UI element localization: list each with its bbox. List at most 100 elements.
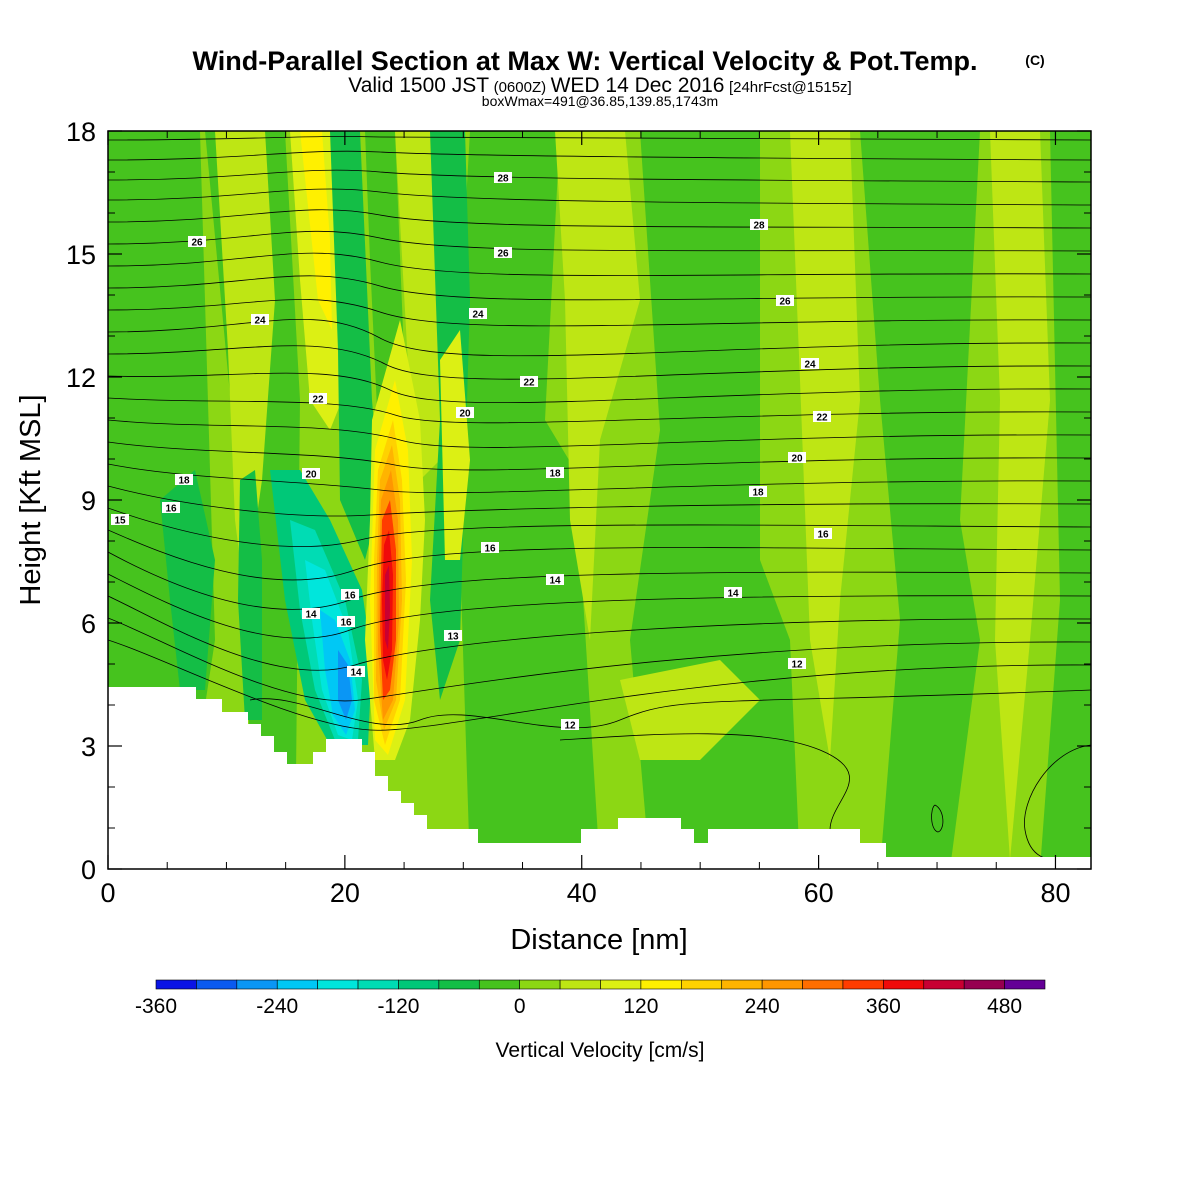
- svg-text:16: 16: [484, 544, 496, 555]
- contour-label: 16: [337, 616, 355, 629]
- svg-text:24: 24: [254, 316, 266, 327]
- velocity-band: [238, 470, 262, 720]
- contour-label: 14: [546, 574, 564, 587]
- svg-text:26: 26: [779, 297, 791, 308]
- velocity-band: [990, 131, 1050, 860]
- contour-label: 22: [813, 411, 831, 424]
- svg-text:12: 12: [791, 660, 803, 671]
- contour-label: 14: [302, 608, 320, 621]
- svg-text:15: 15: [114, 516, 126, 527]
- velocity-band: [300, 131, 332, 330]
- subtitle-fcst: [24hrFcst@1515z]: [729, 79, 852, 96]
- contour-label: 12: [561, 719, 579, 732]
- colorbar-swatch: [519, 979, 561, 990]
- colorbar-tick-label: -120: [377, 995, 419, 1018]
- colorbar-swatch: [1004, 979, 1046, 990]
- colorbar-swatch: [883, 979, 925, 990]
- svg-text:16: 16: [344, 591, 356, 602]
- velocity-band: [555, 131, 640, 640]
- colorbar-tick-label: 0: [514, 995, 526, 1018]
- svg-text:22: 22: [523, 378, 535, 389]
- colorbar-swatch: [196, 979, 238, 990]
- colorbar-swatch: [681, 979, 723, 990]
- contour-label: 16: [481, 542, 499, 555]
- velocity-band: [860, 131, 980, 869]
- colorbar-swatch: [721, 979, 763, 990]
- colorbar-tick-label: 240: [745, 995, 780, 1018]
- y-axis-title: Height [Kft MSL]: [15, 394, 47, 605]
- theta-contours: [108, 136, 1091, 861]
- contour-label: 20: [302, 468, 320, 481]
- colorbar-swatch: [600, 979, 642, 990]
- svg-text:20: 20: [459, 409, 471, 420]
- x-axis-title: Distance [nm]: [510, 924, 687, 956]
- velocity-band: [455, 131, 600, 869]
- subtitle-valid: Valid 1500 JST: [348, 74, 489, 97]
- svg-text:20: 20: [791, 454, 803, 465]
- y-tick-label: 3: [81, 732, 96, 762]
- svg-text:16: 16: [165, 504, 177, 515]
- contour-label: 24: [469, 308, 487, 321]
- chart-subtitle: Valid 1500 JST (0600Z) WED 14 Dec 2016 […: [348, 74, 851, 97]
- colorbar: -360 -240 -120 0 120 240 360 480: [135, 979, 1046, 1018]
- x-tick-label: 20: [330, 878, 360, 908]
- colorbar-swatch: [963, 979, 1005, 990]
- velocity-band: [790, 131, 860, 760]
- terrain-mask: [108, 687, 1091, 869]
- chart-subtitle2: boxWmax=491@36.85,139.85,1743m: [482, 93, 718, 109]
- colorbar-swatch: [438, 979, 480, 990]
- contour-label: 16: [162, 502, 180, 515]
- y-tick-label: 15: [66, 240, 96, 270]
- svg-text:28: 28: [753, 221, 765, 232]
- colorbar-title: Vertical Velocity [cm/s]: [496, 1039, 705, 1062]
- svg-text:18: 18: [549, 469, 561, 480]
- colorbar-tick-label: 480: [987, 995, 1022, 1018]
- svg-text:26: 26: [191, 238, 203, 249]
- velocity-field: [108, 131, 1091, 869]
- chart-title-mark: (C): [1025, 52, 1044, 68]
- colorbar-swatch: [276, 979, 318, 990]
- subtitle-utc: (0600Z): [494, 79, 547, 96]
- velocity-band: [160, 470, 215, 690]
- colorbar-swatch: [317, 979, 359, 990]
- svg-text:12: 12: [564, 721, 576, 732]
- contour-label: 12: [788, 658, 806, 671]
- contour-label: 18: [749, 486, 767, 499]
- downdraft-lobe: [338, 650, 352, 720]
- svg-text:16: 16: [340, 618, 352, 629]
- x-tick-label: 80: [1040, 878, 1070, 908]
- subtitle-date: WED 14 Dec 2016: [551, 74, 725, 97]
- colorbar-tick-label: -360: [135, 995, 177, 1018]
- colorbar-swatch: [357, 979, 399, 990]
- svg-text:28: 28: [497, 174, 509, 185]
- svg-text:13: 13: [447, 632, 459, 643]
- contour-labels: 28 28 26 26 26 24 24 24 22 22 22 20 20 20 18 18 18 16 16 16…: [111, 172, 832, 732]
- contour-label: 14: [724, 587, 742, 600]
- updraft-tower: [385, 565, 390, 650]
- contour-label: 26: [494, 247, 512, 260]
- contour-label: 20: [788, 452, 806, 465]
- svg-text:14: 14: [350, 668, 362, 679]
- colorbar-swatch: [559, 979, 601, 990]
- svg-text:26: 26: [497, 249, 509, 260]
- y-tick-label: 18: [66, 117, 96, 147]
- contour-label: 26: [188, 236, 206, 249]
- contour-label: 16: [341, 589, 359, 602]
- contour-label: 20: [456, 407, 474, 420]
- contour-label: 22: [520, 376, 538, 389]
- x-tick-label: 60: [804, 878, 834, 908]
- colorbar-tick-label: 360: [866, 995, 901, 1018]
- svg-text:20: 20: [305, 470, 317, 481]
- contour-label: 16: [814, 528, 832, 541]
- svg-text:22: 22: [816, 413, 828, 424]
- svg-text:14: 14: [727, 589, 739, 600]
- contour-label: 24: [251, 314, 269, 327]
- velocity-band: [440, 330, 470, 560]
- svg-text:14: 14: [549, 576, 561, 587]
- velocity-band: [330, 131, 380, 560]
- y-tick-label: 6: [81, 609, 96, 639]
- y-tick-label: 0: [81, 855, 96, 885]
- colorbar-swatch: [923, 979, 965, 990]
- contour-label: 13: [444, 630, 462, 643]
- contour-label: 15: [111, 514, 129, 527]
